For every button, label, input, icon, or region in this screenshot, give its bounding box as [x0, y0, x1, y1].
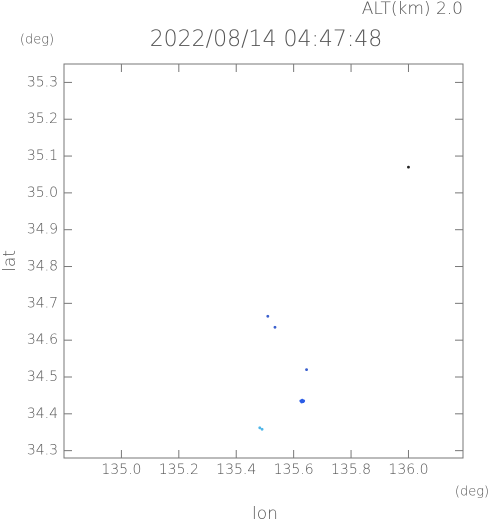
data-point — [266, 314, 270, 318]
x-unit: (deg) — [455, 485, 489, 500]
y-tick-label: 34.7 — [27, 295, 58, 311]
x-tick-label: 135.6 — [274, 462, 314, 478]
y-axis-label: lat — [0, 250, 20, 272]
y-tick-label: 34.3 — [27, 443, 58, 459]
y-tick-label: 35.3 — [27, 74, 58, 90]
y-tick-label: 34.5 — [27, 369, 58, 385]
x-axis-label: lon — [252, 504, 278, 521]
y-tick-label: 35.0 — [27, 185, 58, 201]
data-point — [273, 325, 277, 329]
x-tick-label: 136.0 — [388, 462, 428, 478]
x-tick-label: 135.8 — [331, 462, 371, 478]
y-unit: (deg) — [20, 33, 54, 48]
altitude-label: ALT(km) 2.0 — [362, 0, 463, 19]
data-point — [305, 368, 308, 372]
chart-title: 2022/08/14 04:47:48 — [150, 27, 383, 52]
plot-frame — [63, 63, 464, 459]
x-tick-label: 135.0 — [101, 462, 141, 478]
data-point — [301, 400, 305, 404]
y-tick-label: 35.2 — [27, 111, 58, 127]
y-tick-label: 34.4 — [27, 406, 58, 422]
y-tick-label: 34.9 — [27, 222, 58, 238]
y-tick-label: 34.8 — [27, 259, 58, 275]
data-point — [407, 165, 410, 169]
x-tick-label: 135.2 — [159, 462, 199, 478]
x-tick-label: 135.4 — [216, 462, 256, 478]
y-tick-label: 34.6 — [27, 332, 58, 348]
data-point — [260, 427, 264, 431]
data-point — [258, 426, 262, 430]
y-tick-label: 35.1 — [27, 148, 58, 164]
